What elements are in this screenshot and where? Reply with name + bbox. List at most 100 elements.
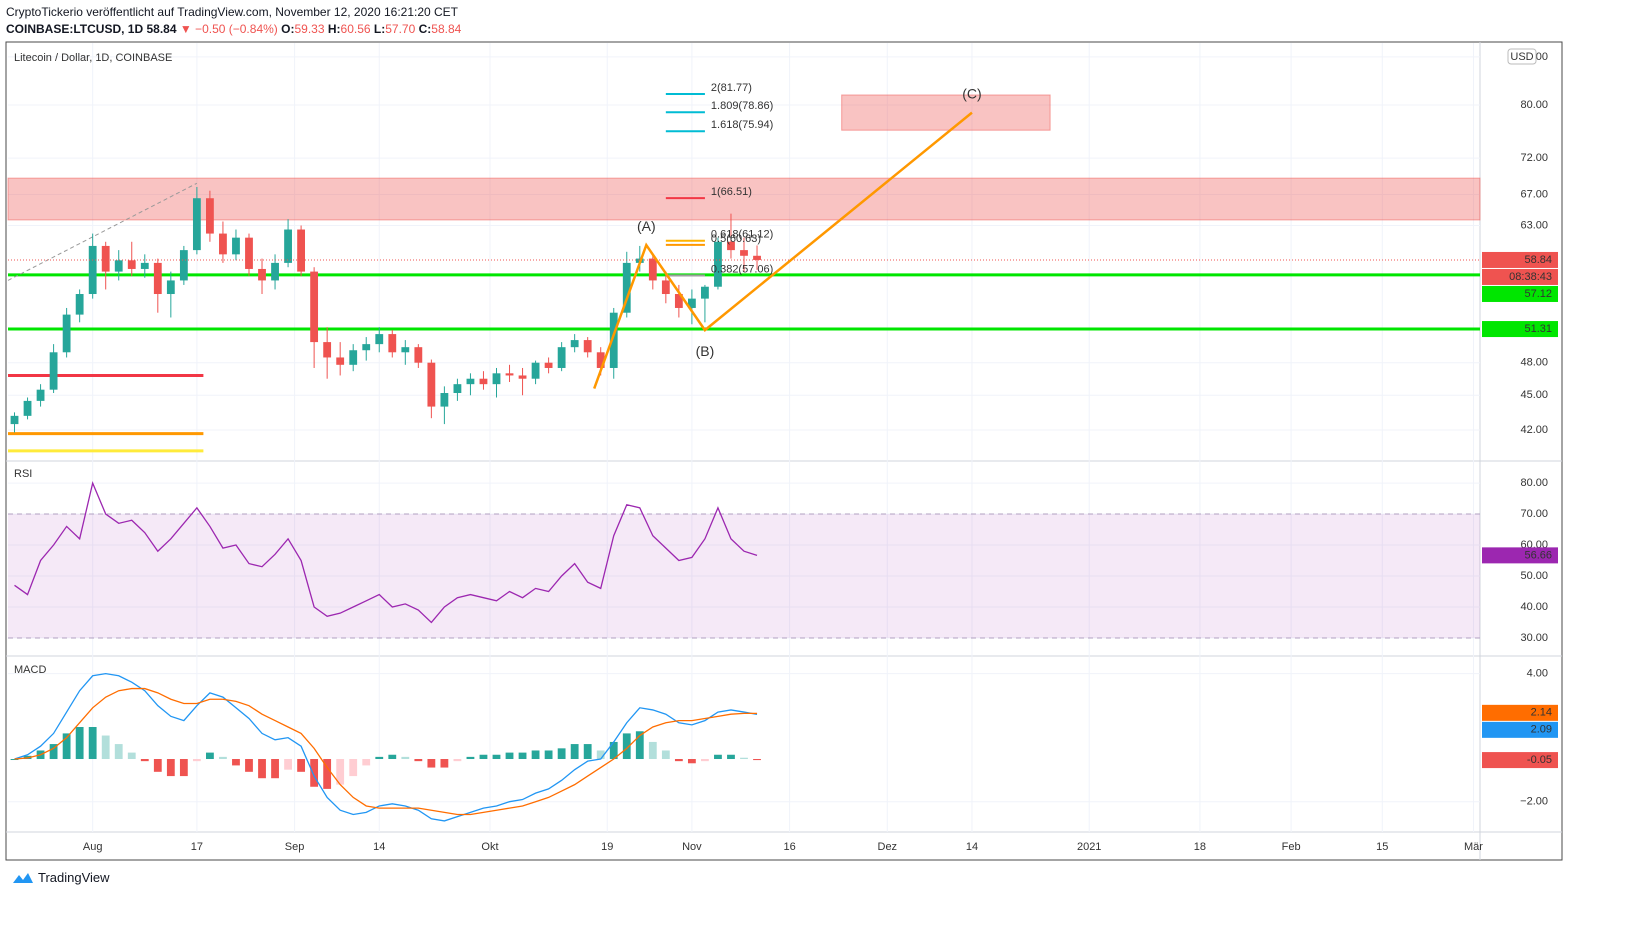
last-price-label: 58.84 [1524, 254, 1552, 266]
fib-label: 1(66.51) [711, 186, 752, 198]
candle-body [192, 198, 201, 251]
histogram-bar [661, 750, 670, 760]
histogram-bar [609, 741, 618, 760]
histogram-bar [336, 759, 345, 785]
histogram-bar [101, 735, 110, 760]
level-label-box [1482, 285, 1558, 302]
currency: USD [1510, 51, 1533, 63]
fib-label: 1.618(75.94) [711, 119, 773, 131]
histogram-bar [583, 744, 592, 760]
candle-body [127, 260, 136, 269]
wave-label: (A) [637, 218, 656, 234]
histogram-bar [427, 759, 436, 768]
x-tick-label: 17 [191, 841, 203, 853]
histogram-bar [349, 759, 358, 777]
histogram-bar [284, 759, 292, 770]
histogram-bar [570, 744, 579, 760]
candle-body [362, 344, 371, 351]
level-label: 57.12 [1524, 288, 1552, 300]
candle-body [206, 198, 214, 234]
fib-label: 0.5(60.63) [711, 233, 761, 245]
histogram-bar [375, 756, 384, 760]
histogram-bar [414, 759, 423, 762]
candle-body [166, 280, 175, 295]
candle-body [232, 237, 240, 255]
x-tick-label: 16 [783, 841, 795, 853]
y-tick-label: 72.00 [1520, 152, 1548, 164]
publisher-line: CryptoTickerio veröffentlicht auf Tradin… [6, 4, 461, 21]
x-tick-label: 14 [373, 841, 385, 853]
x-tick-label: Sep [285, 841, 305, 853]
candle-body [114, 260, 123, 272]
y-tick-label: 30.00 [1520, 632, 1548, 644]
macd-line [14, 672, 758, 822]
histogram-bar [466, 756, 475, 760]
histogram-bar [232, 759, 240, 766]
candle-body [544, 362, 553, 368]
histogram-bar [271, 759, 279, 779]
c-label: C: [418, 22, 432, 36]
histogram-bar [88, 727, 97, 760]
candle-body [140, 262, 149, 269]
x-tick-label: Feb [1282, 841, 1301, 853]
candle-body [36, 389, 45, 401]
histogram-bar [557, 748, 566, 760]
histogram-bar [687, 759, 696, 764]
histogram-bar [440, 759, 449, 768]
candle-body [440, 393, 449, 407]
candle-body [323, 342, 332, 358]
histogram-bar [714, 754, 722, 760]
wave-label: (C) [962, 85, 981, 101]
x-tick-label: Dez [878, 841, 898, 853]
rsi-label: 56.66 [1524, 549, 1552, 561]
candle-body [23, 400, 32, 416]
pane-title: RSI [14, 468, 32, 480]
histogram-label-box [1482, 752, 1558, 769]
last-price-label-box [1482, 251, 1558, 268]
candle-body [740, 250, 748, 256]
histogram-bar [362, 759, 371, 766]
y-tick-label: 45.00 [1520, 389, 1548, 401]
candle-body [687, 298, 696, 308]
y-tick-label: 80.00 [1520, 99, 1548, 111]
countdown: 08:38:43 [1509, 271, 1552, 283]
candle-body [219, 233, 227, 255]
l-label: L: [373, 22, 386, 36]
candle-body [727, 241, 735, 251]
histogram-bar [127, 752, 136, 760]
candle-body [479, 378, 488, 385]
countdown-box [1482, 268, 1558, 285]
histogram-label: -0.05 [1527, 754, 1552, 766]
x-tick-label: 19 [601, 841, 613, 853]
histogram-bar [62, 733, 71, 760]
y-tick-label: −2.00 [1520, 796, 1548, 808]
histogram-bar [153, 759, 162, 772]
rsi-band [8, 514, 1480, 638]
candle-body [297, 229, 306, 272]
candle-body [336, 357, 345, 365]
y-tick-label: 40.00 [1520, 601, 1548, 613]
histogram-bar [453, 759, 462, 762]
frame [5, 41, 1563, 861]
histogram-bar [622, 733, 631, 760]
histogram-bar [140, 759, 149, 762]
fib-label: 0.618(61.12) [711, 229, 773, 241]
fib-label: 2(81.77) [711, 82, 752, 94]
histogram-bar [518, 752, 527, 760]
candle-body [505, 373, 514, 376]
y-tick-label: 42.00 [1520, 424, 1548, 436]
change: ▼ −0.50 (−0.84%) [179, 22, 278, 36]
y-tick-label: 63.00 [1520, 219, 1548, 231]
histogram-bar [505, 752, 514, 760]
histogram-bar [310, 759, 319, 787]
histogram-bar [401, 756, 410, 760]
histogram-bar [219, 756, 227, 760]
x-tick-label: 18 [1194, 841, 1206, 853]
wave-label: (B) [696, 343, 715, 359]
candle-body [570, 340, 579, 348]
histogram-bar [75, 727, 84, 760]
candle-body [388, 334, 397, 353]
candle-body [531, 362, 540, 379]
x-tick-label: Nov [682, 841, 702, 853]
